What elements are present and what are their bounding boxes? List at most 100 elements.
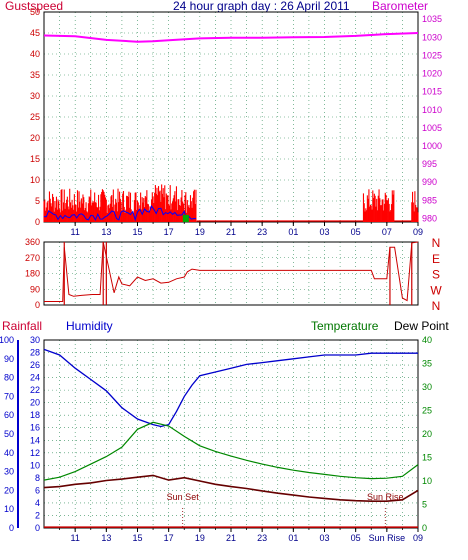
humidity-axis-ytick-label: 28 bbox=[30, 348, 40, 358]
p3-xtick-label: 09 bbox=[413, 533, 423, 543]
p1-right-ytick-label: 985 bbox=[422, 195, 437, 205]
p1-xtick-label: 07 bbox=[382, 227, 392, 237]
humidity-axis-ytick-label: 20 bbox=[30, 398, 40, 408]
graph-title: 24 hour graph day : 26 April 2011 bbox=[173, 0, 350, 13]
temp-axis-ytick-label: 35 bbox=[422, 359, 432, 369]
temp-axis-ytick-label: 10 bbox=[422, 476, 432, 486]
dewpoint-line bbox=[43, 474, 419, 503]
humidity-axis-ytick-label: 30 bbox=[30, 335, 40, 345]
compass-label: N bbox=[432, 236, 441, 250]
p3-xtick-label: 03 bbox=[319, 533, 329, 543]
humidity-axis-ytick-label: 16 bbox=[30, 423, 40, 433]
p1-left-ytick-label: 20 bbox=[30, 133, 40, 143]
sunset-label: Sun Set bbox=[167, 492, 200, 502]
humidity-axis-ytick-label: 12 bbox=[30, 448, 40, 458]
temperature-header: Temperature bbox=[311, 319, 379, 333]
temp-axis-ytick-label: 15 bbox=[422, 453, 432, 463]
sunrise-label: Sun Rise bbox=[367, 492, 404, 502]
compass-label: N bbox=[432, 299, 441, 313]
p1-right-ytick-label: 1005 bbox=[422, 123, 442, 133]
p1-xtick-label: 09 bbox=[413, 227, 423, 237]
p1-right-ytick-label: 995 bbox=[422, 159, 437, 169]
p1-right-ytick-label: 980 bbox=[422, 213, 437, 223]
p1-left-ytick-label: 0 bbox=[35, 217, 40, 227]
humidity-axis-ytick-label: 24 bbox=[30, 373, 40, 383]
humidity-temperature-panel: 0102030405060708090100024681012141618202… bbox=[0, 335, 432, 543]
barometer-header: Barometer bbox=[372, 0, 428, 13]
temp-axis-ytick-label: 40 bbox=[422, 335, 432, 345]
p1-left-ytick-label: 35 bbox=[30, 70, 40, 80]
p3-xtick-label: 21 bbox=[226, 533, 236, 543]
wind-barometer-panel: 0510152025303540455098098599099510001005… bbox=[30, 7, 442, 237]
p1-right-ytick-label: 1035 bbox=[422, 14, 442, 24]
p1-right-ytick-label: 1000 bbox=[422, 141, 442, 151]
p1-xtick-label: 23 bbox=[257, 227, 267, 237]
p3-xtick-label: 13 bbox=[101, 533, 111, 543]
humidity-line bbox=[43, 348, 418, 428]
p1-left-ytick-label: 45 bbox=[30, 28, 40, 38]
rain-axis-ytick-label: 60 bbox=[4, 410, 14, 420]
temp-axis-ytick-label: 25 bbox=[422, 406, 432, 416]
p2-left-ytick-label: 360 bbox=[25, 237, 40, 247]
compass-label: E bbox=[432, 252, 440, 266]
p1-right-ytick-label: 1010 bbox=[422, 105, 442, 115]
p1-xtick-label: 05 bbox=[351, 227, 361, 237]
p1-left-ytick-label: 30 bbox=[30, 91, 40, 101]
wind-direction-line bbox=[44, 241, 419, 302]
p1-xtick-label: 03 bbox=[319, 227, 329, 237]
green-gust-bar bbox=[182, 214, 189, 222]
p1-xtick-label: 13 bbox=[101, 227, 111, 237]
p1-xtick-label: 19 bbox=[195, 227, 205, 237]
p3-xtick-label: 01 bbox=[288, 533, 298, 543]
p3-xtick-label: 05 bbox=[351, 533, 361, 543]
wind-line bbox=[43, 205, 196, 222]
rain-axis-ytick-label: 30 bbox=[4, 467, 14, 477]
p3-xtick-label: 17 bbox=[164, 533, 174, 543]
rain-axis-ytick-label: 10 bbox=[4, 504, 14, 514]
p1-xtick-label: 17 bbox=[164, 227, 174, 237]
humidity-axis-ytick-label: 2 bbox=[35, 510, 40, 520]
humidity-axis-ytick-label: 22 bbox=[30, 385, 40, 395]
p1-left-ytick-label: 40 bbox=[30, 49, 40, 59]
rain-axis-ytick-label: 50 bbox=[4, 429, 14, 439]
p2-left-ytick-label: 0 bbox=[35, 300, 40, 310]
p1-right-ytick-label: 1030 bbox=[422, 32, 442, 42]
p1-right-ytick-label: 990 bbox=[422, 177, 437, 187]
p2-left-ytick-label: 90 bbox=[30, 284, 40, 294]
p1-left-ytick-label: 25 bbox=[30, 112, 40, 122]
p1-xtick-label: 01 bbox=[288, 227, 298, 237]
humidity-axis-ytick-label: 0 bbox=[35, 523, 40, 533]
temp-axis-ytick-label: 5 bbox=[422, 500, 427, 510]
rain-axis-ytick-label: 90 bbox=[4, 354, 14, 364]
humidity-axis-ytick-label: 10 bbox=[30, 460, 40, 470]
p1-xtick-label: 21 bbox=[226, 227, 236, 237]
humidity-header: Humidity bbox=[66, 319, 113, 333]
humidity-axis-ytick-label: 4 bbox=[35, 498, 40, 508]
p1-xtick-label: 15 bbox=[132, 227, 142, 237]
rain-axis-ytick-label: 0 bbox=[9, 523, 14, 533]
barometer-line bbox=[43, 32, 419, 43]
temp-axis-ytick-label: 20 bbox=[422, 429, 432, 439]
p1-left-ytick-label: 15 bbox=[30, 154, 40, 164]
humidity-axis-ytick-label: 8 bbox=[35, 473, 40, 483]
rain-axis-ytick-label: 40 bbox=[4, 448, 14, 458]
p3-xtick-label: 23 bbox=[257, 533, 267, 543]
temp-axis-ytick-label: 0 bbox=[422, 523, 427, 533]
p3-xtick-label: 11 bbox=[70, 533, 79, 543]
p1-right-ytick-label: 1025 bbox=[422, 50, 442, 60]
humidity-axis-ytick-label: 14 bbox=[30, 435, 40, 445]
p1-xtick-label: 11 bbox=[70, 227, 79, 237]
temp-axis-ytick-label: 30 bbox=[422, 382, 432, 392]
p1-left-ytick-label: 50 bbox=[30, 7, 40, 17]
p2-left-ytick-label: 180 bbox=[25, 269, 40, 279]
humidity-axis-ytick-label: 18 bbox=[30, 410, 40, 420]
p1-left-ytick-label: 5 bbox=[35, 196, 40, 206]
rainfall-header: Rainfall bbox=[2, 319, 42, 333]
p1-left-ytick-label: 10 bbox=[30, 175, 40, 185]
gustspeed-header: Gustspeed bbox=[5, 0, 63, 13]
p3-xtick-label: 15 bbox=[132, 533, 142, 543]
rain-axis-ytick-label: 80 bbox=[4, 373, 14, 383]
compass-label: S bbox=[432, 268, 440, 282]
